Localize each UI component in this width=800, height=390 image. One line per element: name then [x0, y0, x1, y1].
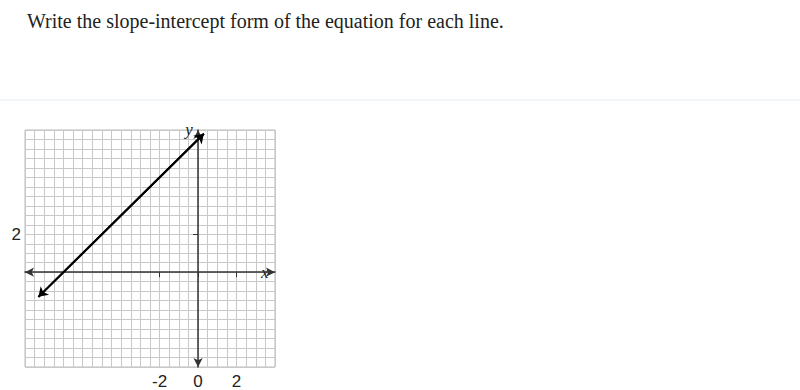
svg-text:y: y — [183, 120, 193, 139]
svg-text:x: x — [261, 262, 269, 282]
svg-text:Write the slope-intercept form: Write the slope-intercept form of the eq… — [27, 10, 504, 33]
svg-text:-2: -2 — [152, 372, 167, 390]
svg-text:2: 2 — [232, 372, 241, 390]
svg-text:2: 2 — [12, 225, 21, 244]
svg-text:0: 0 — [193, 372, 202, 390]
